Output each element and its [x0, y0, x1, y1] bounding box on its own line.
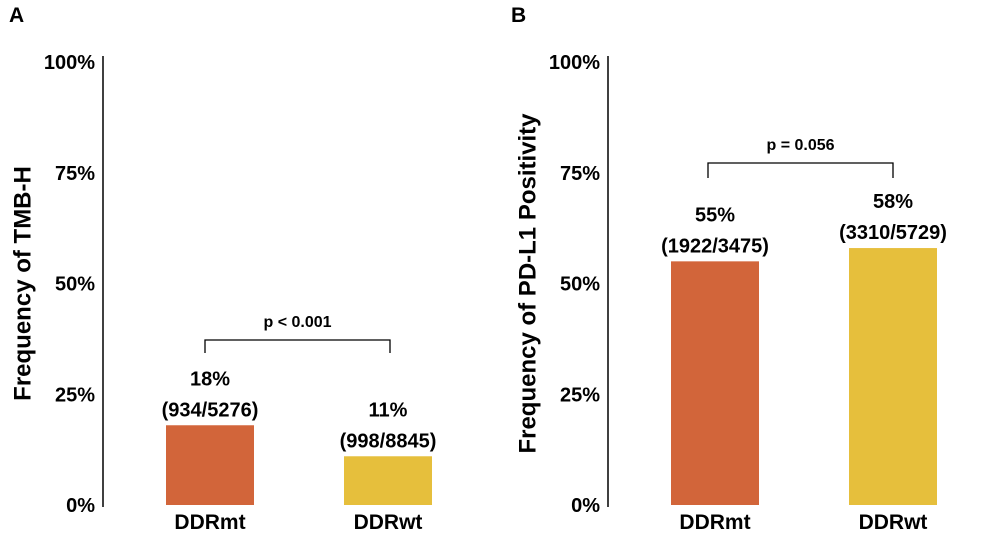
panel-letter: B — [511, 4, 526, 27]
y-axis-title: Frequency of PD-L1 Positivity — [514, 113, 541, 454]
y-axis-title: Frequency of TMB-H — [9, 166, 36, 401]
data-label-count: (934/5276) — [162, 399, 259, 421]
y-tick-label: 25% — [55, 384, 95, 406]
data-label-count: (1922/3475) — [661, 235, 769, 257]
data-label-percent: 18% — [190, 368, 230, 390]
y-tick-label: 100% — [549, 52, 600, 74]
category-label: DDRmt — [174, 511, 245, 533]
data-label-percent: 58% — [873, 191, 913, 213]
p-value-label: p = 0.056 — [766, 137, 834, 154]
y-tick-label: 75% — [55, 163, 95, 185]
bar-ddrmt — [166, 425, 254, 505]
chart-panel-a: A 0% 25% 50% 75% 100% Frequency of TMB-H DDRmt 1… — [9, 4, 436, 533]
bar-ddrwt — [849, 248, 937, 505]
category-label: DDRwt — [354, 511, 423, 533]
y-tick-label: 50% — [560, 274, 600, 296]
panel-letter: A — [9, 4, 24, 27]
data-label-count: (998/8845) — [340, 430, 437, 452]
category-label: DDRwt — [859, 511, 928, 533]
y-tick-label: 75% — [560, 163, 600, 185]
bar-ddrwt — [344, 456, 432, 505]
y-tick-label: 0% — [66, 495, 95, 517]
data-label-percent: 11% — [369, 399, 408, 421]
y-tick-label: 25% — [560, 384, 600, 406]
y-tick-label: 0% — [571, 495, 600, 517]
significance-bracket — [707, 162, 894, 178]
chart-panel-b: B 0% 25% 50% 75% 100% Frequency of PD-L1 Posit… — [511, 4, 947, 533]
data-label-count: (3310/5729) — [839, 222, 947, 244]
significance-bracket — [204, 339, 391, 353]
category-label: DDRmt — [679, 511, 750, 533]
data-label-percent: 55% — [695, 204, 735, 226]
y-tick-label: 50% — [55, 274, 95, 296]
bar-ddrmt — [671, 261, 759, 505]
p-value-label: p < 0.001 — [263, 314, 331, 331]
y-tick-label: 100% — [44, 52, 95, 74]
